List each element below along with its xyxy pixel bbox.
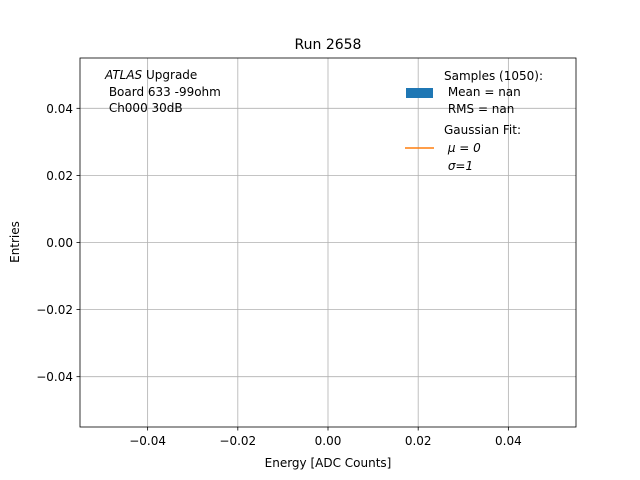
legend-samples-mean: Mean = nan — [444, 85, 521, 99]
legend-label-gaussian: Gaussian Fit: — [444, 123, 521, 137]
annotation-board: Board 633 -99ohm — [105, 85, 221, 99]
grid — [80, 58, 576, 427]
annotation-line-1: ATLAS Upgrade — [104, 68, 197, 82]
x-axis: −0.04 −0.02 0.00 0.02 0.04 — [129, 427, 522, 448]
annotation-channel: Ch000 30dB — [105, 101, 183, 115]
x-tick-label: 0.02 — [405, 434, 432, 448]
annotation-experiment: ATLAS — [104, 68, 143, 82]
legend-gaussian-sigma: σ=1 — [444, 159, 473, 173]
y-axis-label: Entries — [8, 221, 22, 263]
y-axis: −0.04 −0.02 0.00 0.02 0.04 — [36, 102, 80, 384]
annotation-tag: Upgrade — [142, 68, 197, 82]
legend-samples-rms: RMS = nan — [444, 102, 514, 116]
atlas-annotation: ATLAS Upgrade Board 633 -99ohm Ch000 30d… — [104, 68, 221, 115]
x-tick-label: 0.00 — [315, 434, 342, 448]
legend-label-samples: Samples (1050): — [444, 69, 543, 83]
y-tick-label: −0.02 — [36, 303, 73, 317]
legend: Samples (1050): Mean = nan RMS = nan Gau… — [405, 69, 543, 173]
y-tick-label: 0.02 — [46, 169, 73, 183]
chart-title: Run 2658 — [295, 37, 362, 53]
x-tick-label: −0.02 — [219, 434, 256, 448]
legend-swatch-samples — [406, 88, 433, 98]
legend-gaussian-mu: μ = 0 — [444, 141, 481, 155]
y-tick-label: −0.04 — [36, 370, 73, 384]
x-tick-label: 0.04 — [495, 434, 522, 448]
y-tick-label: 0.04 — [46, 102, 73, 116]
x-tick-label: −0.04 — [129, 434, 166, 448]
x-axis-label: Energy [ADC Counts] — [265, 456, 392, 470]
y-tick-label: 0.00 — [46, 236, 73, 250]
